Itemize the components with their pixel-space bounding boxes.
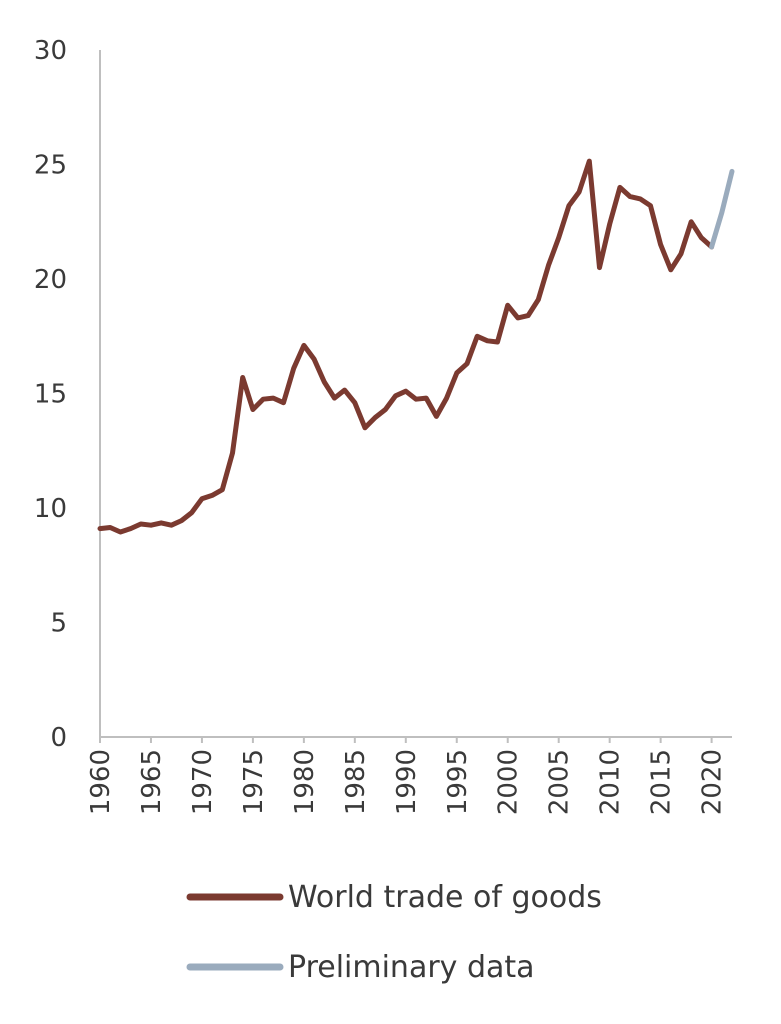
x-tick-label: 1960 [86,749,116,815]
x-tick-label: 1980 [290,749,320,815]
series-layer [97,158,735,535]
x-tick-label: 1985 [341,749,371,815]
x-tick-label: 1965 [137,749,167,815]
legend-label-world-trade: World trade of goods [288,880,602,915]
x-tick-label: 1970 [188,749,218,815]
x-tick-label: 1995 [443,749,473,815]
y-tick-label: 30 [34,36,67,66]
x-tick-label: 2005 [545,749,575,815]
legend: World trade of goods Preliminary data [186,880,602,985]
y-tick-label: 10 [34,494,67,524]
series-line-preliminary [709,168,735,250]
y-tick-label: 25 [34,151,67,181]
x-tick-label: 2010 [596,749,626,815]
x-tick-label: 1990 [392,749,422,815]
y-tick-label: 5 [50,609,67,639]
x-tick-label: 2020 [698,749,728,815]
y-tick-label: 20 [34,265,67,295]
series-line-world-trade [97,158,715,535]
y-tick-label: 0 [50,723,67,753]
x-tick-label: 2015 [647,749,677,815]
y-tick-label: 15 [34,380,67,410]
x-tick-label: 1975 [239,749,269,815]
x-tick-label: 2000 [494,749,524,815]
y-axis-ticks: 0 5 10 15 20 25 30 [34,36,67,753]
legend-label-preliminary: Preliminary data [288,950,535,985]
x-axis-ticks: 1960 1965 1970 1975 1980 1985 1990 1995 2000 2005… [86,737,728,815]
